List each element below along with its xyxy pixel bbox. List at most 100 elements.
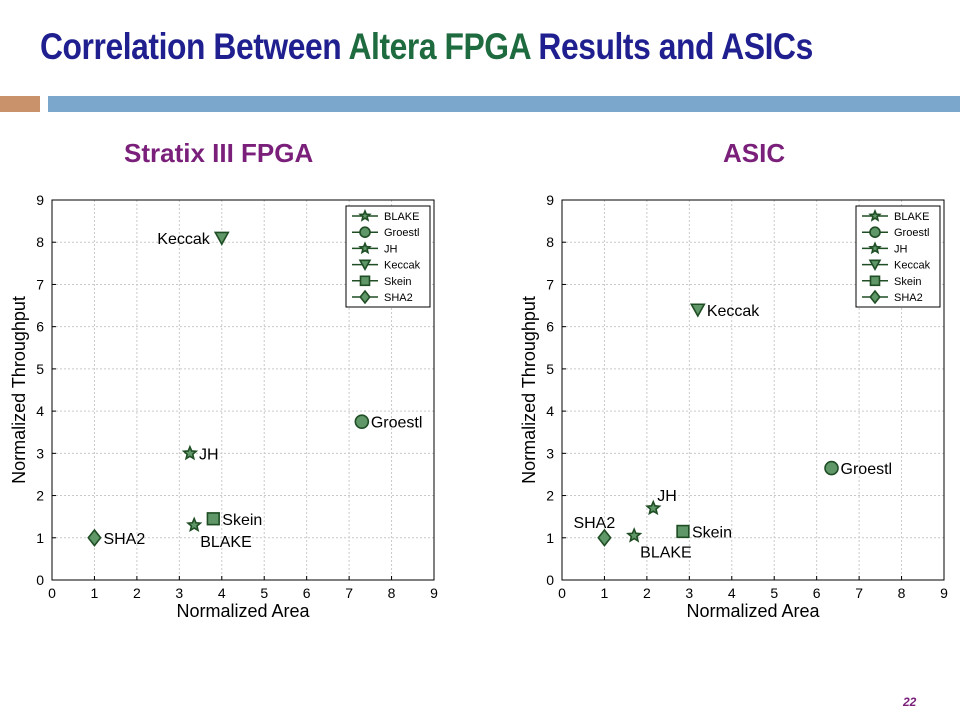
asic-legend-label-jh: JH bbox=[894, 243, 908, 255]
asic-tick-label-x: 4 bbox=[728, 585, 736, 601]
accent-bar-left bbox=[0, 96, 40, 112]
asic-tick-label-y: 6 bbox=[546, 319, 554, 335]
fpga-legend-label-blake: BLAKE bbox=[384, 211, 419, 223]
accent-bar-right bbox=[48, 96, 960, 112]
fpga-tick-label-y: 5 bbox=[36, 361, 44, 377]
fpga-legend bbox=[345, 205, 431, 308]
fpga-x-axis-label: Normalized Area bbox=[176, 601, 310, 621]
fpga-tick-label-y: 8 bbox=[36, 234, 44, 250]
fpga-tick-label-x: 8 bbox=[388, 585, 396, 601]
title-highlight: Altera FPGA bbox=[348, 26, 530, 67]
asic-point-sha2 bbox=[597, 528, 612, 547]
fpga-tick-label-y: 4 bbox=[36, 403, 44, 419]
fpga-point-skein bbox=[206, 512, 220, 526]
fpga-y-axis-label: Normalized Throughput bbox=[9, 296, 29, 484]
asic-tick-label-y: 9 bbox=[546, 192, 554, 208]
asic-point-blake bbox=[625, 527, 643, 543]
fpga-legend-label-skein: Skein bbox=[384, 276, 412, 288]
asic-point-keccak bbox=[689, 303, 706, 318]
fpga-label-skein: Skein bbox=[222, 512, 262, 529]
asic-legend-marker-skein bbox=[869, 275, 881, 287]
fpga-tick-label-y: 6 bbox=[36, 319, 44, 335]
chart-title-asic: ASIC bbox=[723, 138, 786, 168]
fpga-tick-label-x: 0 bbox=[48, 585, 56, 601]
fpga-legend-marker-jh bbox=[358, 241, 372, 255]
fpga-legend-marker-groestl bbox=[359, 226, 371, 239]
fpga-legend-label-groestl: Groestl bbox=[384, 227, 419, 239]
asic-legend-label-blake: BLAKE bbox=[894, 211, 929, 223]
asic-plot-frame bbox=[561, 199, 945, 581]
asic-tick-label-x: 2 bbox=[643, 585, 651, 601]
asic-legend-marker-jh bbox=[868, 241, 882, 255]
fpga-tick-label-x: 3 bbox=[175, 585, 183, 601]
asic-tick-label-x: 5 bbox=[770, 585, 778, 601]
asic-tick-label-x: 7 bbox=[855, 585, 863, 601]
asic-y-axis-label: Normalized Throughput bbox=[519, 296, 539, 484]
fpga-label-groestl: Groestl bbox=[371, 415, 423, 432]
asic-point-skein bbox=[676, 524, 690, 539]
fpga-point-groestl bbox=[354, 414, 370, 429]
asic-tick-label-y: 7 bbox=[546, 276, 554, 292]
fpga-tick-label-y: 9 bbox=[36, 192, 44, 208]
asic-label-sha2: SHA2 bbox=[573, 515, 615, 532]
asic-tick-label-y: 8 bbox=[546, 234, 554, 250]
fpga-point-keccak bbox=[213, 231, 230, 246]
fpga-tick-label-x: 4 bbox=[218, 585, 226, 601]
asic-tick-label-x: 3 bbox=[685, 585, 693, 601]
fpga-tick-label-y: 1 bbox=[36, 530, 44, 546]
asic-legend-label-groestl: Groestl bbox=[894, 227, 929, 239]
fpga-tick-label-x: 2 bbox=[133, 585, 141, 601]
fpga-legend-label-keccak: Keccak bbox=[384, 260, 421, 272]
asic-tick-label-y: 2 bbox=[546, 488, 554, 504]
asic-point-groestl bbox=[824, 460, 839, 476]
asic-tick-label-y: 1 bbox=[546, 530, 554, 546]
fpga-point-blake bbox=[186, 516, 203, 533]
asic-tick-label-x: 9 bbox=[940, 585, 948, 601]
fpga-legend-label-jh: JH bbox=[384, 243, 398, 255]
slide-title: Correlation Between Altera FPGA Results … bbox=[40, 26, 813, 68]
asic-label-groestl: Groestl bbox=[841, 461, 893, 478]
fpga-tick-label-x: 5 bbox=[260, 585, 268, 601]
chart-asic: 0 1 2 3 4 5 6 7 8 9 0 1 2 3 4 5 6 7 8 9 Normalized Area Norma… bbox=[519, 192, 948, 621]
title-part-3: Results and ASICs bbox=[529, 26, 813, 67]
chart-fpga: 0 1 2 3 4 5 6 7 8 9 0 1 2 3 4 5 6 7 8 9 Normalized Area Norma… bbox=[9, 192, 438, 621]
asic-label-blake: BLAKE bbox=[640, 545, 692, 562]
title-part-1: Correlation Between bbox=[40, 26, 349, 67]
fpga-tick-label-x: 6 bbox=[303, 585, 311, 601]
fpga-legend-marker-keccak bbox=[358, 259, 372, 271]
asic-x-axis-label: Normalized Area bbox=[686, 601, 820, 621]
fpga-legend-marker-blake bbox=[358, 208, 372, 222]
asic-legend-marker-keccak bbox=[868, 259, 882, 271]
asic-legend-label-sha2: SHA2 bbox=[894, 292, 923, 304]
asic-tick-label-y: 3 bbox=[546, 445, 554, 461]
fpga-tick-label-y: 0 bbox=[36, 572, 44, 588]
fpga-label-keccak: Keccak bbox=[157, 231, 210, 248]
fpga-tick-label-x: 7 bbox=[345, 585, 353, 601]
fpga-tick-label-x: 9 bbox=[430, 585, 438, 601]
asic-legend-marker-sha2 bbox=[869, 289, 881, 305]
page-number: 22 bbox=[903, 695, 917, 709]
asic-tick-label-x: 6 bbox=[813, 585, 821, 601]
asic-point-jh bbox=[645, 499, 662, 516]
fpga-legend-label-sha2: SHA2 bbox=[384, 292, 413, 304]
chart-title-fpga: Stratix III FPGA bbox=[124, 138, 314, 168]
asic-label-keccak: Keccak bbox=[707, 303, 760, 320]
asic-tick-label-y: 0 bbox=[546, 572, 554, 588]
fpga-point-sha2 bbox=[87, 528, 102, 547]
fpga-tick-label-x: 1 bbox=[91, 585, 99, 601]
fpga-tick-label-y: 3 bbox=[36, 445, 44, 461]
asic-legend-label-keccak: Keccak bbox=[894, 260, 931, 272]
fpga-plot-frame bbox=[51, 199, 435, 581]
asic-legend-label-skein: Skein bbox=[894, 276, 922, 288]
asic-label-skein: Skein bbox=[692, 524, 732, 541]
asic-tick-label-y: 4 bbox=[546, 403, 554, 419]
fpga-tick-label-y: 7 bbox=[36, 276, 44, 292]
asic-label-jh: JH bbox=[657, 488, 677, 505]
asic-legend-marker-groestl bbox=[869, 226, 881, 239]
fpga-point-jh bbox=[181, 444, 199, 461]
fpga-label-blake: BLAKE bbox=[200, 534, 252, 551]
asic-legend-marker-blake bbox=[868, 208, 882, 222]
asic-tick-label-y: 5 bbox=[546, 361, 554, 377]
fpga-legend-marker-skein bbox=[359, 275, 371, 287]
fpga-legend-marker-sha2 bbox=[359, 289, 371, 305]
